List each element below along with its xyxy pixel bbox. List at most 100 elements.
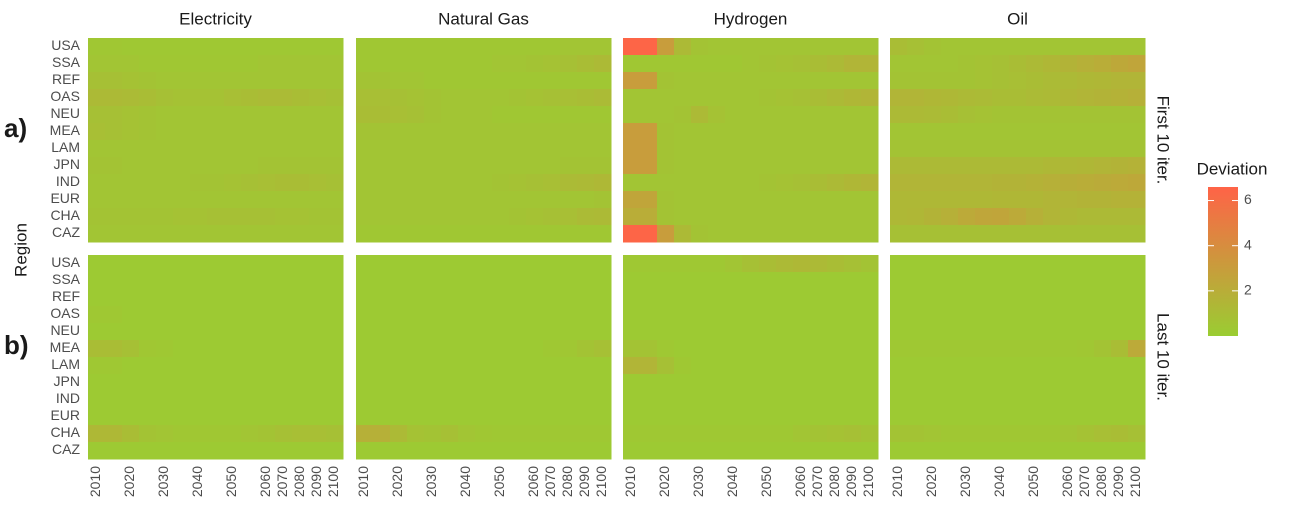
heatmap-cell <box>122 191 140 209</box>
heatmap-cell <box>560 191 578 209</box>
heatmap-cell <box>708 123 726 141</box>
heatmap-cell <box>543 289 561 307</box>
heatmap-cell <box>890 425 908 443</box>
heatmap-cell <box>725 106 743 124</box>
heatmap-cell <box>759 106 777 124</box>
heatmap-cell <box>577 442 595 460</box>
heatmap-cell <box>309 408 327 426</box>
heatmap-cell <box>742 289 760 307</box>
heatmap-cell <box>941 306 959 324</box>
heatmap-cell <box>992 123 1010 141</box>
heatmap-cell <box>623 272 641 290</box>
heatmap-cell <box>793 357 811 375</box>
heatmap-cell <box>594 191 612 209</box>
heatmap-cell <box>292 123 310 141</box>
heatmap-cell <box>657 442 675 460</box>
heatmap-cell <box>441 89 459 107</box>
heatmap-cell <box>309 340 327 358</box>
heatmap-cell <box>759 255 777 273</box>
heatmap-cell <box>407 89 425 107</box>
heatmap-cell <box>941 255 959 273</box>
x-tick-label: 2100 <box>325 466 341 497</box>
heatmap-cell <box>173 157 191 175</box>
heatmap-cell <box>1094 408 1112 426</box>
heatmap-cell <box>1128 55 1146 73</box>
heatmap-cell <box>1111 38 1129 56</box>
heatmap-cell <box>1094 140 1112 158</box>
heatmap-cell <box>543 306 561 324</box>
heatmap-cell <box>105 442 123 460</box>
heatmap-cell <box>725 323 743 341</box>
heatmap-cell <box>122 157 140 175</box>
heatmap-cell <box>475 306 493 324</box>
heatmap-cell <box>1060 323 1078 341</box>
heatmap-cell <box>793 272 811 290</box>
heatmap-cell <box>907 272 925 290</box>
heatmap-cell <box>526 106 544 124</box>
heatmap-cell <box>509 106 527 124</box>
heatmap-cell <box>776 442 794 460</box>
column-title: Electricity <box>179 9 252 28</box>
heatmap-cell <box>992 72 1010 90</box>
heatmap-cell <box>1060 255 1078 273</box>
heatmap-cell <box>1111 442 1129 460</box>
heatmap-cell <box>708 72 726 90</box>
heatmap-cell <box>88 157 106 175</box>
heatmap-cell <box>827 323 845 341</box>
x-tick-label: 2070 <box>809 466 825 497</box>
heatmap-cell <box>594 123 612 141</box>
heatmap-cell <box>1077 340 1095 358</box>
heatmap-cell <box>441 174 459 192</box>
heatmap-cell <box>577 425 595 443</box>
heatmap-cell <box>742 140 760 158</box>
heatmap-cell <box>1026 55 1044 73</box>
heatmap-cell <box>1009 38 1027 56</box>
heatmap-cell <box>356 55 374 73</box>
heatmap-cell <box>1128 38 1146 56</box>
heatmap-cell <box>407 140 425 158</box>
heatmap-cell <box>475 157 493 175</box>
heatmap-cell <box>992 357 1010 375</box>
heatmap-cell <box>827 208 845 226</box>
heatmap-cell <box>657 323 675 341</box>
heatmap-cell <box>907 55 925 73</box>
heatmap-cell <box>861 72 879 90</box>
heatmap-cell <box>407 289 425 307</box>
heatmap-cell <box>224 72 242 90</box>
y-tick-label: SSA <box>52 271 81 287</box>
heatmap-cell <box>224 123 242 141</box>
heatmap-cell <box>958 442 976 460</box>
heatmap-cell <box>424 357 442 375</box>
heatmap-cell <box>793 225 811 243</box>
heatmap-cell <box>810 255 828 273</box>
heatmap-cell <box>810 191 828 209</box>
heatmap-cell <box>594 425 612 443</box>
heatmap-cell <box>1009 89 1027 107</box>
heatmap-cell <box>890 55 908 73</box>
heatmap-cell <box>105 174 123 192</box>
column-title: Natural Gas <box>438 9 529 28</box>
heatmap-cell <box>373 106 391 124</box>
heatmap-cell <box>975 225 993 243</box>
heatmap-cell <box>139 106 157 124</box>
heatmap-cell <box>509 306 527 324</box>
heatmap-cell <box>526 289 544 307</box>
heatmap-cell <box>492 55 510 73</box>
heatmap-cell <box>725 89 743 107</box>
heatmap-cell <box>577 174 595 192</box>
heatmap-cell <box>674 38 692 56</box>
heatmap-cell <box>1128 391 1146 409</box>
heatmap-cell <box>492 289 510 307</box>
heatmap-cell <box>691 72 709 90</box>
x-tick-label: 2020 <box>923 466 939 497</box>
heatmap-cell <box>1094 106 1112 124</box>
heatmap-cell <box>657 157 675 175</box>
heatmap-cell <box>975 174 993 192</box>
heatmap-cell <box>1026 106 1044 124</box>
heatmap-cell <box>577 191 595 209</box>
heatmap-cell <box>827 106 845 124</box>
heatmap-cell <box>543 157 561 175</box>
heatmap-cell <box>594 374 612 392</box>
heatmap-cell <box>941 157 959 175</box>
heatmap-cell <box>390 174 408 192</box>
